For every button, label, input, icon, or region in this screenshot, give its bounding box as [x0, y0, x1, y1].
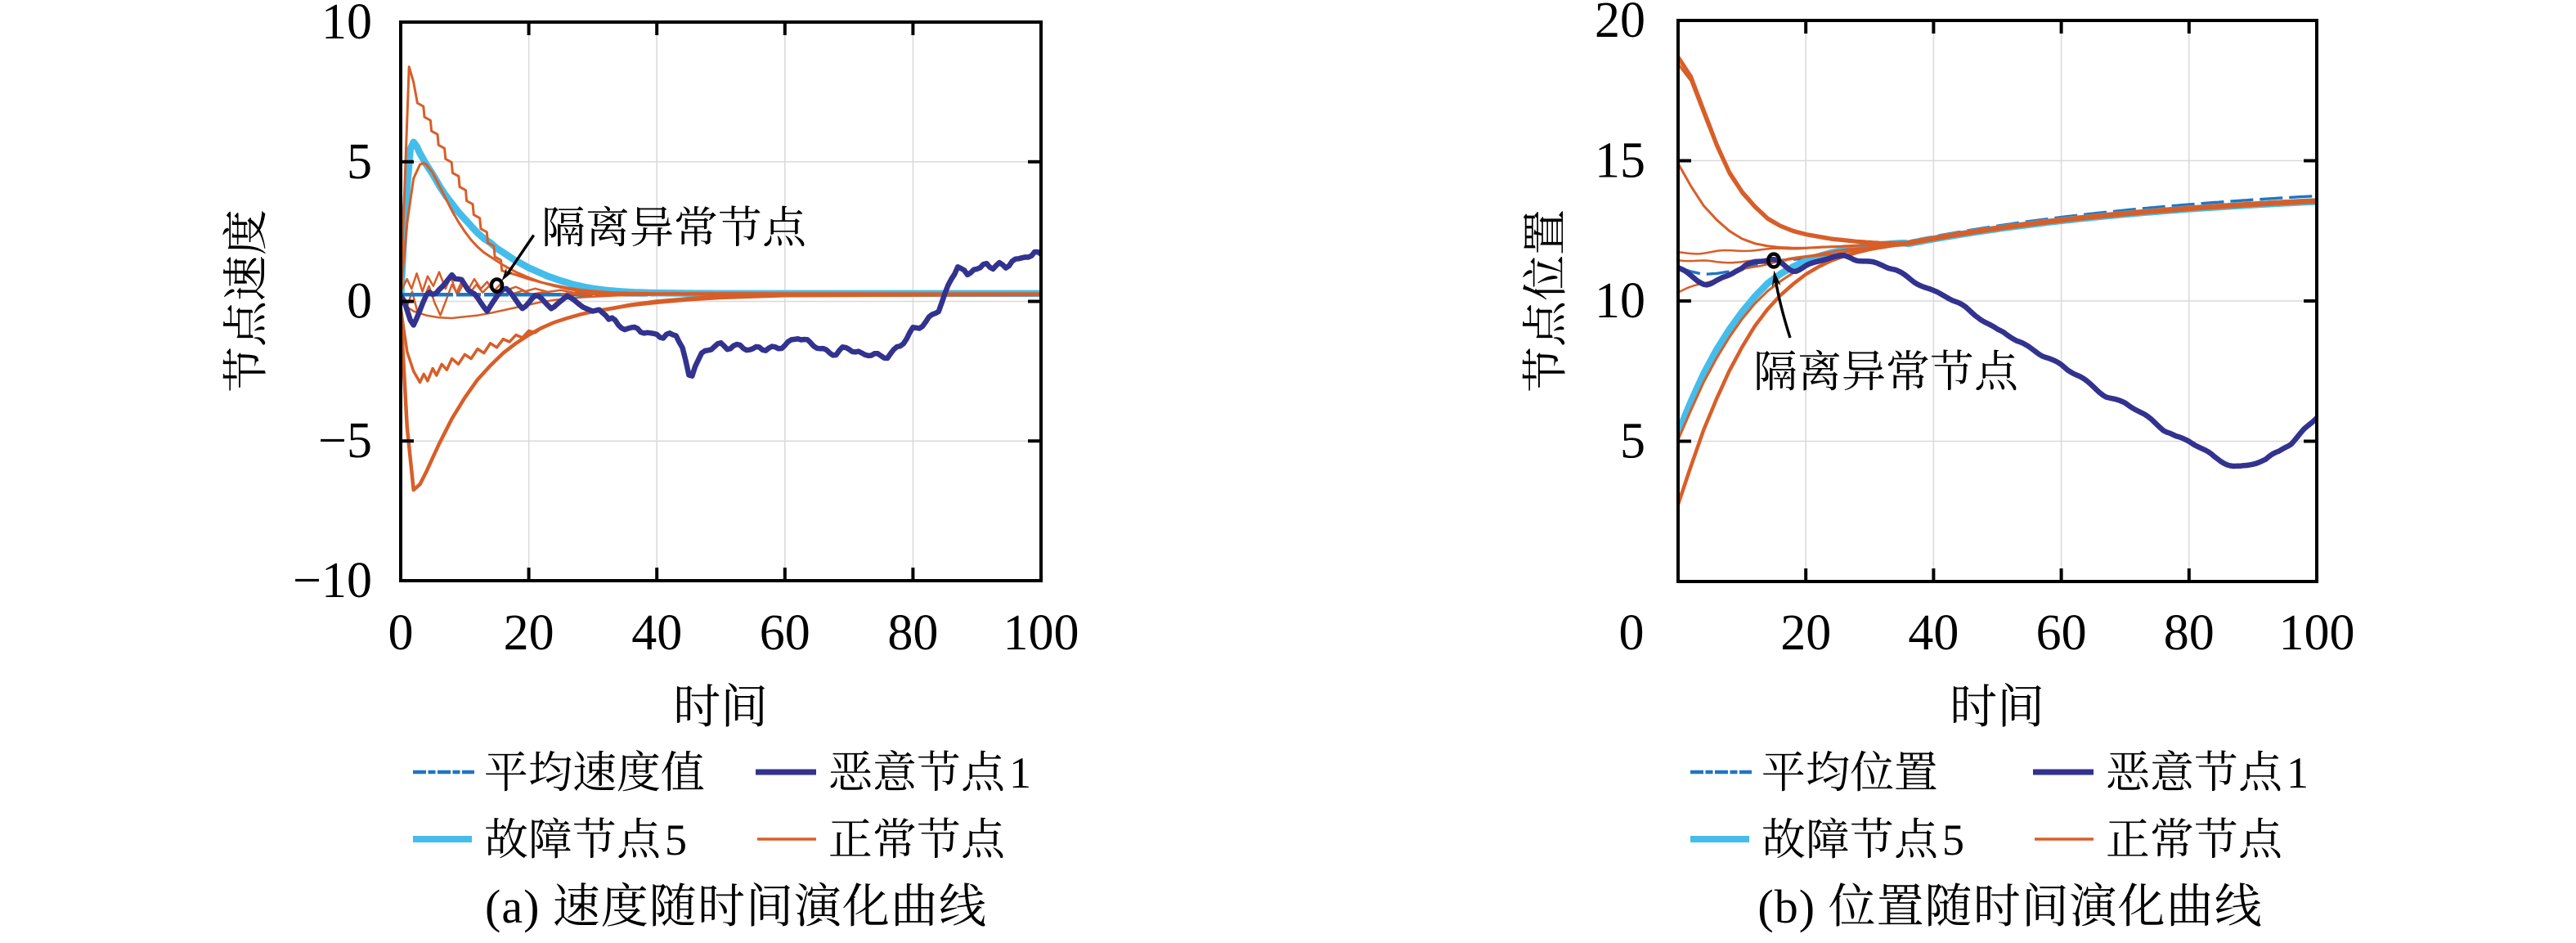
svg-text:−10: −10	[293, 553, 372, 608]
svg-text:20: 20	[504, 605, 554, 661]
svg-text:80: 80	[2164, 605, 2215, 661]
svg-text:60: 60	[2036, 605, 2087, 661]
svg-text:节点位置: 节点位置	[1510, 209, 1575, 393]
svg-text:0: 0	[347, 274, 372, 330]
svg-text:10: 10	[1595, 273, 1645, 329]
svg-text:−5: −5	[318, 413, 372, 469]
svg-text:节点速度: 节点速度	[210, 209, 276, 393]
svg-text:60: 60	[760, 605, 810, 661]
svg-text:10: 10	[321, 0, 372, 50]
svg-text:时间: 时间	[673, 668, 768, 737]
svg-text:0: 0	[1619, 605, 1645, 661]
svg-text:恶意节点1: 恶意节点1	[2106, 738, 2309, 801]
svg-text:隔离异常节点: 隔离异常节点	[1753, 337, 2018, 400]
svg-text:隔离异常节点: 隔离异常节点	[541, 193, 806, 256]
svg-text:时间: 时间	[1950, 668, 2044, 737]
svg-text:5: 5	[1620, 414, 1645, 469]
svg-text:平均速度值: 平均速度值	[484, 738, 705, 801]
svg-text:故障节点5: 故障节点5	[484, 805, 687, 868]
svg-text:40: 40	[1908, 605, 1959, 661]
svg-text:(a) 速度随时间演化曲线: (a) 速度随时间演化曲线	[485, 868, 987, 936]
svg-text:恶意节点1: 恶意节点1	[828, 738, 1031, 801]
svg-text:40: 40	[631, 605, 682, 661]
svg-text:20: 20	[1595, 0, 1645, 48]
svg-text:15: 15	[1595, 133, 1645, 189]
svg-text:100: 100	[1003, 605, 1079, 661]
svg-text:平均位置: 平均位置	[1761, 738, 1938, 801]
svg-text:0: 0	[388, 605, 414, 661]
svg-text:5: 5	[347, 134, 372, 190]
svg-text:正常节点: 正常节点	[828, 805, 1005, 868]
svg-text:100: 100	[2279, 605, 2355, 661]
svg-text:20: 20	[1780, 605, 1831, 661]
svg-text:正常节点: 正常节点	[2106, 805, 2282, 868]
svg-text:故障节点5: 故障节点5	[1761, 805, 1964, 868]
svg-text:80: 80	[887, 605, 938, 661]
svg-text:(b) 位置随时间演化曲线: (b) 位置随时间演化曲线	[1757, 868, 2262, 936]
